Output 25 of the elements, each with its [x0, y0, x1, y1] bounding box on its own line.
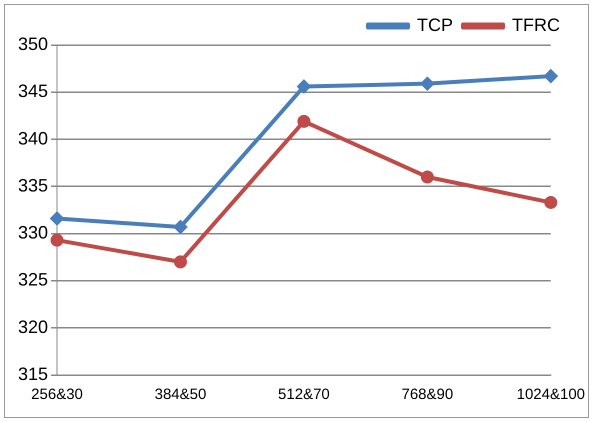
point	[420, 170, 434, 184]
point	[420, 77, 434, 90]
point	[174, 255, 187, 268]
y-tick-label: 350	[18, 34, 48, 54]
point	[544, 70, 558, 83]
y-tick-label: 335	[18, 175, 48, 196]
y-tick-label: 340	[18, 128, 48, 148]
x-tick-label: 768&90	[402, 386, 454, 404]
point	[544, 196, 558, 209]
point	[174, 220, 187, 234]
point	[50, 234, 64, 247]
y-tick-label: 330	[18, 222, 48, 243]
x-tick-label: 1024&100	[516, 386, 586, 404]
y-tick-label: 325	[18, 270, 48, 290]
legend-label: TFRC	[512, 14, 560, 35]
y-tick-label: 320	[18, 316, 48, 337]
y-tick-label: 345	[18, 81, 48, 102]
x-tick-label: 384&50	[154, 386, 206, 404]
point	[50, 212, 64, 225]
y-tick-label: 315	[18, 364, 48, 384]
point	[297, 114, 310, 128]
point	[297, 80, 310, 93]
legend-label: TCP	[417, 14, 454, 35]
x-tick-label: 512&70	[278, 386, 330, 404]
x-tick-label: 256&30	[31, 386, 83, 404]
